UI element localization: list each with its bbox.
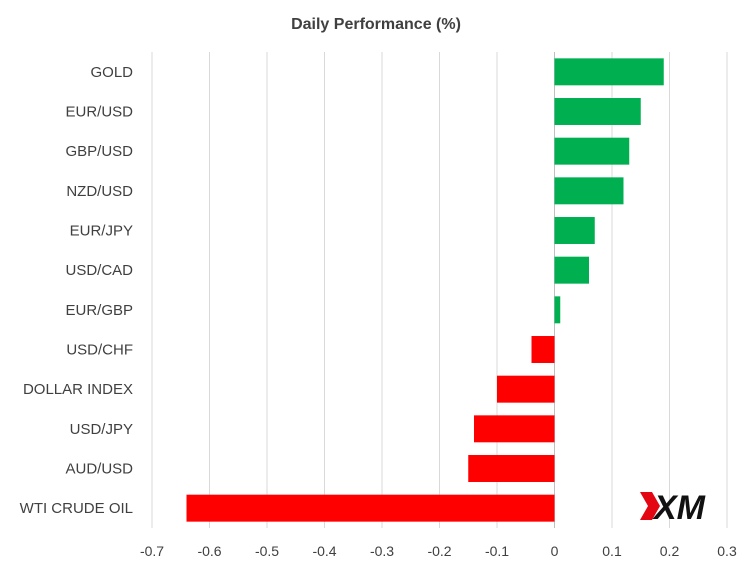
bar-gbp-usd (554, 137, 630, 165)
category-label: USD/JPY (70, 421, 133, 438)
bar-usd-cad (554, 256, 589, 284)
category-label: EUR/GBP (65, 302, 133, 319)
category-label: GBP/USD (65, 143, 133, 160)
x-tick-label: 0.1 (602, 543, 622, 559)
logo-text: XM (652, 489, 706, 527)
bar-aud-usd (468, 455, 555, 482)
chart-title: Daily Performance (%) (291, 16, 461, 33)
bar-eur-jpy (554, 217, 595, 244)
bar-usd-jpy (474, 415, 555, 443)
category-label: EUR/USD (65, 104, 133, 121)
category-label: GOLD (90, 64, 133, 81)
bar-gold (554, 58, 664, 86)
category-label: USD/CHF (66, 342, 133, 359)
x-tick-label: -0.7 (140, 543, 164, 559)
bar-wti-crude-oil (186, 494, 555, 522)
bar-nzd-usd (554, 177, 624, 205)
category-labels: GOLD EUR/USD GBP/USD NZD/USD EUR/JPY USD/CAD E… (20, 64, 134, 517)
category-label: DOLLAR INDEX (23, 381, 133, 398)
bars (186, 58, 664, 522)
bar-dollar-index (497, 375, 555, 403)
x-tick-label: -0.4 (312, 543, 336, 559)
bar-eur-gbp (554, 296, 561, 324)
category-label: USD/CAD (65, 262, 133, 279)
x-tick-label: -0.5 (255, 543, 279, 559)
xm-logo: XM (640, 489, 706, 527)
category-label: EUR/JPY (70, 223, 133, 240)
category-label: WTI CRUDE OIL (20, 500, 133, 517)
bar-usd-chf (531, 336, 555, 363)
category-label: AUD/USD (65, 461, 133, 478)
x-tick-label: -0.3 (370, 543, 394, 559)
x-tick-label: -0.6 (197, 543, 221, 559)
x-tick-label: 0.3 (717, 543, 737, 559)
x-tick-label: 0 (551, 543, 559, 559)
gridlines (151, 52, 728, 528)
logo-chevron-icon (640, 492, 660, 520)
x-axis-tick-labels: -0.7 -0.6 -0.5 -0.4 -0.3 -0.2 -0.1 0 0.1 0.2 0.3 (140, 543, 737, 559)
category-label: NZD/USD (66, 183, 133, 200)
x-tick-label: -0.2 (427, 543, 451, 559)
x-tick-label: -0.1 (485, 543, 509, 559)
bar-eur-usd (554, 98, 641, 125)
x-tick-label: 0.2 (660, 543, 680, 559)
